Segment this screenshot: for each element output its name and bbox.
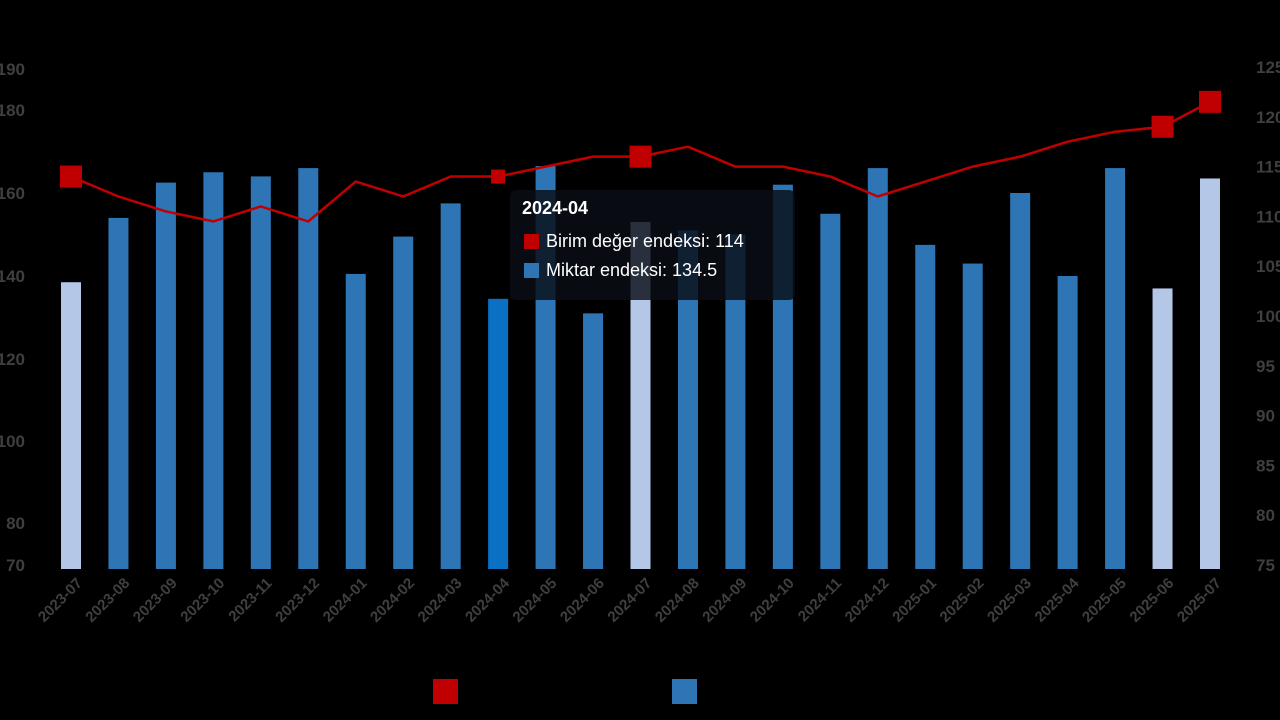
y-left-tick-160: 160 bbox=[0, 184, 25, 203]
bar-2023-10 bbox=[203, 172, 224, 569]
x-tick-2024-02: 2024-02 bbox=[367, 575, 418, 626]
bar-2024-06 bbox=[583, 313, 604, 569]
chart-tooltip: 2024-04 Birim değer endeksi: 114 Miktar … bbox=[510, 190, 795, 300]
y-right-tick-95: 95 bbox=[1256, 357, 1275, 376]
x-tick-2024-11: 2024-11 bbox=[795, 575, 845, 625]
y-right-tick-85: 85 bbox=[1256, 456, 1275, 475]
y-left-tick-120: 120 bbox=[0, 350, 25, 369]
bar-2023-12 bbox=[298, 168, 319, 569]
bar-2023-11 bbox=[250, 176, 271, 569]
y-right-tick-125: 125 bbox=[1256, 58, 1280, 77]
x-tick-2025-04: 2025-04 bbox=[1031, 574, 1082, 625]
bar-2024-07 bbox=[630, 222, 651, 570]
tooltip-row-birim-deger: Birim değer endeksi: 114 bbox=[524, 231, 744, 252]
y-left-tick-180: 180 bbox=[0, 101, 25, 120]
bar-2024-09 bbox=[725, 234, 746, 569]
x-tick-2024-03: 2024-03 bbox=[415, 575, 466, 626]
y-left-tick-80: 80 bbox=[6, 514, 25, 533]
x-axis: 2023-072023-082023-092023-102023-112023-… bbox=[35, 574, 1225, 625]
bar-2025-02 bbox=[962, 263, 983, 569]
y-left-tick-190: 190 bbox=[0, 60, 25, 79]
bar-2024-12 bbox=[867, 168, 888, 569]
y-right-tick-105: 105 bbox=[1256, 257, 1280, 276]
tooltip-swatch-blue bbox=[524, 263, 539, 278]
x-tick-2024-01: 2024-01 bbox=[320, 575, 371, 626]
bar-2025-01 bbox=[915, 244, 936, 569]
marker-2025-06 bbox=[1151, 115, 1174, 138]
y-right-tick-75: 75 bbox=[1256, 556, 1275, 575]
line-series-birim-deger bbox=[60, 90, 1221, 223]
marker-2024-07 bbox=[629, 145, 652, 168]
x-tick-2024-06: 2024-06 bbox=[557, 575, 608, 626]
bar-2023-08 bbox=[108, 217, 129, 569]
bar-2024-02 bbox=[393, 236, 414, 569]
y-right-tick-90: 90 bbox=[1256, 407, 1275, 426]
y-right-tick-110: 110 bbox=[1256, 207, 1280, 226]
y-axis-right: 75 80 85 90 95 100 105 110 115 120 125 bbox=[1256, 58, 1280, 575]
legend-item-miktar[interactable] bbox=[672, 679, 697, 704]
bar-2025-07 bbox=[1200, 178, 1220, 569]
bar-2024-08 bbox=[677, 230, 698, 569]
tooltip-swatch-red bbox=[524, 234, 539, 249]
y-left-tick-100: 100 bbox=[0, 432, 25, 451]
x-tick-2024-05: 2024-05 bbox=[509, 575, 560, 626]
tooltip-row-miktar: Miktar endeksi: 134.5 bbox=[524, 260, 717, 281]
x-tick-2023-08: 2023-08 bbox=[82, 575, 133, 626]
y-left-tick-70: 70 bbox=[6, 556, 25, 575]
bar-2025-05 bbox=[1105, 168, 1126, 569]
x-tick-2025-02: 2025-02 bbox=[937, 575, 988, 626]
y-right-tick-120: 120 bbox=[1256, 108, 1280, 127]
tooltip-title: 2024-04 bbox=[522, 198, 589, 218]
x-tick-2023-12: 2023-12 bbox=[272, 575, 323, 626]
bar-2024-01 bbox=[345, 273, 366, 569]
x-tick-2025-05: 2025-05 bbox=[1079, 575, 1130, 626]
x-tick-2023-10: 2023-10 bbox=[177, 575, 228, 626]
x-tick-2023-07: 2023-07 bbox=[35, 575, 86, 626]
x-tick-2024-09: 2024-09 bbox=[699, 575, 750, 626]
bar-2024-11 bbox=[820, 213, 841, 569]
y-right-tick-100: 100 bbox=[1256, 307, 1280, 326]
x-tick-2025-06: 2025-06 bbox=[1126, 575, 1177, 626]
bar-2025-03 bbox=[1010, 193, 1031, 569]
bar-2024-03 bbox=[440, 203, 461, 569]
bar-2025-04 bbox=[1057, 276, 1078, 569]
x-tick-2024-04: 2024-04 bbox=[462, 574, 513, 625]
marker-2024-04 bbox=[491, 169, 506, 184]
bar-2025-06 bbox=[1152, 288, 1173, 569]
x-tick-2025-07: 2025-07 bbox=[1174, 575, 1225, 626]
y-axis-left: 70 80 100 120 140 160 180 190 bbox=[0, 60, 25, 575]
tooltip-bar-label: Miktar endeksi: 134.5 bbox=[546, 260, 718, 280]
x-tick-2024-08: 2024-08 bbox=[652, 575, 703, 626]
legend-item-birim-deger[interactable] bbox=[433, 679, 458, 704]
x-tick-2025-01: 2025-01 bbox=[889, 575, 940, 626]
x-tick-2024-10: 2024-10 bbox=[747, 575, 798, 626]
bar-series-miktar bbox=[61, 166, 1220, 570]
x-tick-2024-12: 2024-12 bbox=[842, 575, 893, 626]
bar-2024-04 bbox=[488, 298, 509, 569]
bar-2023-07 bbox=[61, 282, 81, 569]
marker-2025-07 bbox=[1199, 90, 1221, 113]
x-tick-2023-09: 2023-09 bbox=[130, 575, 181, 626]
y-left-tick-140: 140 bbox=[0, 267, 25, 286]
marker-2023-07 bbox=[60, 165, 82, 188]
x-tick-2023-11: 2023-11 bbox=[225, 575, 275, 625]
x-tick-2024-07: 2024-07 bbox=[604, 575, 655, 626]
x-tick-2025-03: 2025-03 bbox=[984, 575, 1035, 626]
bar-2023-09 bbox=[155, 182, 176, 569]
y-right-tick-80: 80 bbox=[1256, 506, 1275, 525]
tooltip-line-label: Birim değer endeksi: 114 bbox=[546, 231, 744, 251]
y-right-tick-115: 115 bbox=[1256, 158, 1280, 177]
